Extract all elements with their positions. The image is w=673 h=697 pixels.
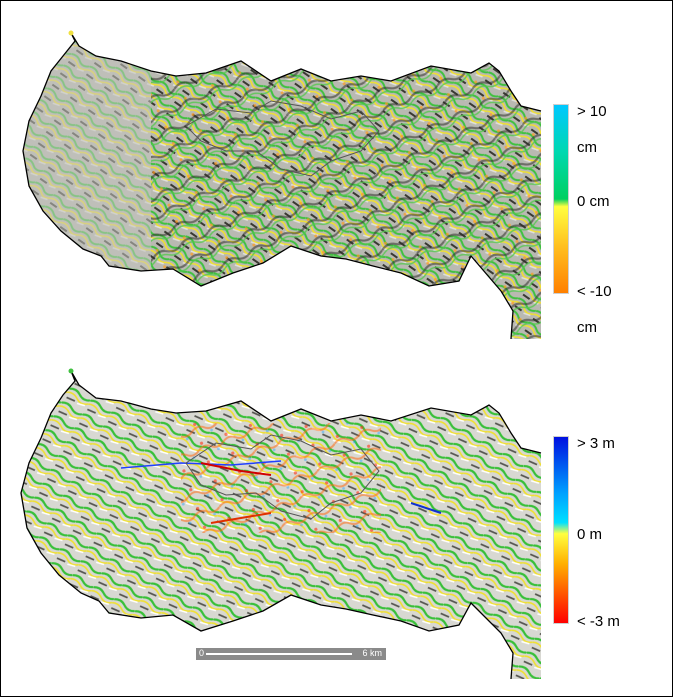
map-bottom-elevation-change-m	[1, 363, 672, 696]
legend-top-max-label: > 10	[577, 103, 607, 120]
scale-bar-start-label: 0	[199, 648, 205, 658]
legend-bottom-min-label: < -3 m	[577, 613, 620, 630]
scale-bar-end-label: 6 km	[362, 648, 382, 658]
legend-bottom: > 3 m 0 m < -3 m	[553, 433, 663, 633]
legend-bottom-mid-label: 0 m	[577, 526, 603, 543]
legend-bottom-colorbar	[553, 436, 569, 624]
scale-bar: 0 6 km	[196, 648, 386, 660]
legend-top: > 10 cm 0 cm < -10 cm	[553, 101, 663, 341]
legend-top-min-unit: cm	[577, 319, 597, 336]
legend-top-min-label: < -10	[577, 283, 612, 300]
legend-top-unit-label: cm	[577, 139, 597, 156]
legend-top-mid-label: 0 cm	[577, 193, 610, 210]
map-top-elevation-change-cm	[1, 1, 672, 346]
legend-top-colorbar	[553, 104, 569, 294]
scale-bar-line	[206, 653, 352, 655]
legend-bottom-max-label: > 3 m	[577, 435, 615, 452]
